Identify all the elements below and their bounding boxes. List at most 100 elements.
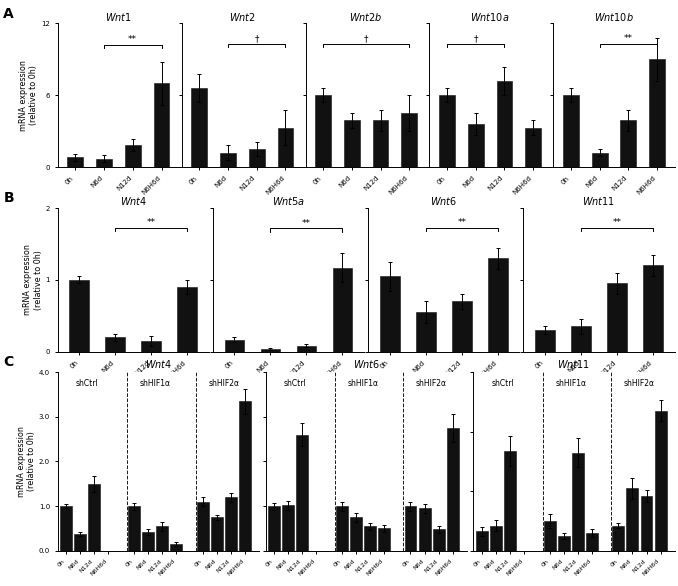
Bar xyxy=(571,326,591,352)
Bar xyxy=(401,113,418,167)
Bar xyxy=(525,128,541,167)
Title: $\it{Wnt10a}$: $\it{Wnt10a}$ xyxy=(471,11,510,23)
Bar xyxy=(197,502,209,551)
Bar xyxy=(544,521,556,551)
Bar xyxy=(191,88,207,167)
Bar xyxy=(373,120,388,167)
Text: shHIF2α: shHIF2α xyxy=(416,379,447,389)
Bar xyxy=(277,128,294,167)
Title: $\it{Wnt5a}$: $\it{Wnt5a}$ xyxy=(272,195,305,207)
Bar xyxy=(504,451,516,551)
Bar xyxy=(612,526,624,551)
Bar xyxy=(96,159,112,167)
Text: **: ** xyxy=(128,35,137,45)
Title: $\it{Wnt1}$: $\it{Wnt1}$ xyxy=(105,11,132,23)
Bar xyxy=(439,95,455,167)
Bar xyxy=(249,149,264,167)
Bar xyxy=(650,59,665,167)
Bar xyxy=(535,330,555,352)
Text: A: A xyxy=(3,6,14,21)
Bar xyxy=(607,284,627,352)
Bar xyxy=(224,497,237,551)
Title: $\it{Wnt6}$: $\it{Wnt6}$ xyxy=(430,195,458,207)
Bar xyxy=(405,506,416,551)
Title: $\it{Wnt2b}$: $\it{Wnt2b}$ xyxy=(349,11,383,23)
Bar xyxy=(315,95,331,167)
Text: **: ** xyxy=(624,34,633,43)
Bar xyxy=(282,505,294,551)
Text: shCtrl: shCtrl xyxy=(76,379,98,389)
Bar xyxy=(296,435,308,551)
Bar xyxy=(60,506,72,551)
Text: **: ** xyxy=(302,219,311,227)
Text: shHIF1α: shHIF1α xyxy=(348,379,379,389)
Bar xyxy=(586,533,598,551)
Title: $\it{Wnt6}$: $\it{Wnt6}$ xyxy=(353,358,380,370)
Title: $\it{Wnt2}$: $\it{Wnt2}$ xyxy=(228,11,256,23)
Bar xyxy=(447,428,458,551)
Text: shHIF1α: shHIF1α xyxy=(140,379,171,389)
Text: shCtrl: shCtrl xyxy=(492,379,515,389)
Bar xyxy=(239,401,251,551)
Bar xyxy=(558,536,570,551)
Bar xyxy=(128,506,140,551)
Bar xyxy=(333,268,353,352)
Text: shHIF2α: shHIF2α xyxy=(624,379,655,389)
Bar xyxy=(141,341,161,352)
Y-axis label: mRNA expression
(relative to 0h): mRNA expression (relative to 0h) xyxy=(16,426,36,497)
Bar xyxy=(418,509,431,551)
Bar xyxy=(433,529,445,551)
Bar xyxy=(220,153,236,167)
Bar xyxy=(592,153,607,167)
Bar xyxy=(69,280,89,352)
Text: shCtrl: shCtrl xyxy=(283,379,306,389)
Bar xyxy=(154,83,170,167)
Bar xyxy=(125,145,140,167)
Bar xyxy=(378,529,391,551)
Bar xyxy=(157,526,168,551)
Bar xyxy=(67,158,83,167)
Bar xyxy=(643,265,663,352)
Text: **: ** xyxy=(146,219,156,227)
Bar xyxy=(620,120,637,167)
Bar xyxy=(268,506,280,551)
Bar xyxy=(88,484,100,551)
Bar xyxy=(488,258,508,352)
Bar xyxy=(496,81,513,167)
Bar xyxy=(351,517,362,551)
Bar xyxy=(74,534,86,551)
Y-axis label: mRNA expression
(relative to 0h): mRNA expression (relative to 0h) xyxy=(23,244,43,315)
Bar xyxy=(170,544,182,551)
Y-axis label: mRNA expression
(relative to 0h): mRNA expression (relative to 0h) xyxy=(19,60,39,131)
Bar xyxy=(468,124,483,167)
Title: $\it{Wnt4}$: $\it{Wnt4}$ xyxy=(119,195,147,207)
Text: †: † xyxy=(473,34,478,43)
Bar xyxy=(260,349,281,352)
Bar xyxy=(105,338,125,352)
Text: **: ** xyxy=(612,218,622,227)
Text: **: ** xyxy=(457,219,466,227)
Bar xyxy=(142,532,155,551)
Bar xyxy=(476,532,488,551)
Bar xyxy=(211,517,222,551)
Bar xyxy=(178,287,197,352)
Bar xyxy=(563,95,578,167)
Text: †: † xyxy=(364,34,368,43)
Text: shHIF1α: shHIF1α xyxy=(556,379,586,389)
Bar xyxy=(654,411,666,551)
Bar xyxy=(626,488,639,551)
Bar xyxy=(572,452,584,551)
Text: B: B xyxy=(3,191,14,205)
Bar xyxy=(344,120,359,167)
Title: $\it{Wnt11}$: $\it{Wnt11}$ xyxy=(582,195,616,207)
Bar xyxy=(490,526,502,551)
Text: †: † xyxy=(254,34,259,43)
Bar xyxy=(224,340,244,352)
Bar xyxy=(641,496,652,551)
Title: $\it{Wnt10b}$: $\it{Wnt10b}$ xyxy=(594,11,634,23)
Bar xyxy=(416,312,436,352)
Bar xyxy=(364,526,376,551)
Bar xyxy=(336,506,348,551)
Title: $\it{Wnt4}$: $\it{Wnt4}$ xyxy=(144,358,172,370)
Text: C: C xyxy=(3,355,14,369)
